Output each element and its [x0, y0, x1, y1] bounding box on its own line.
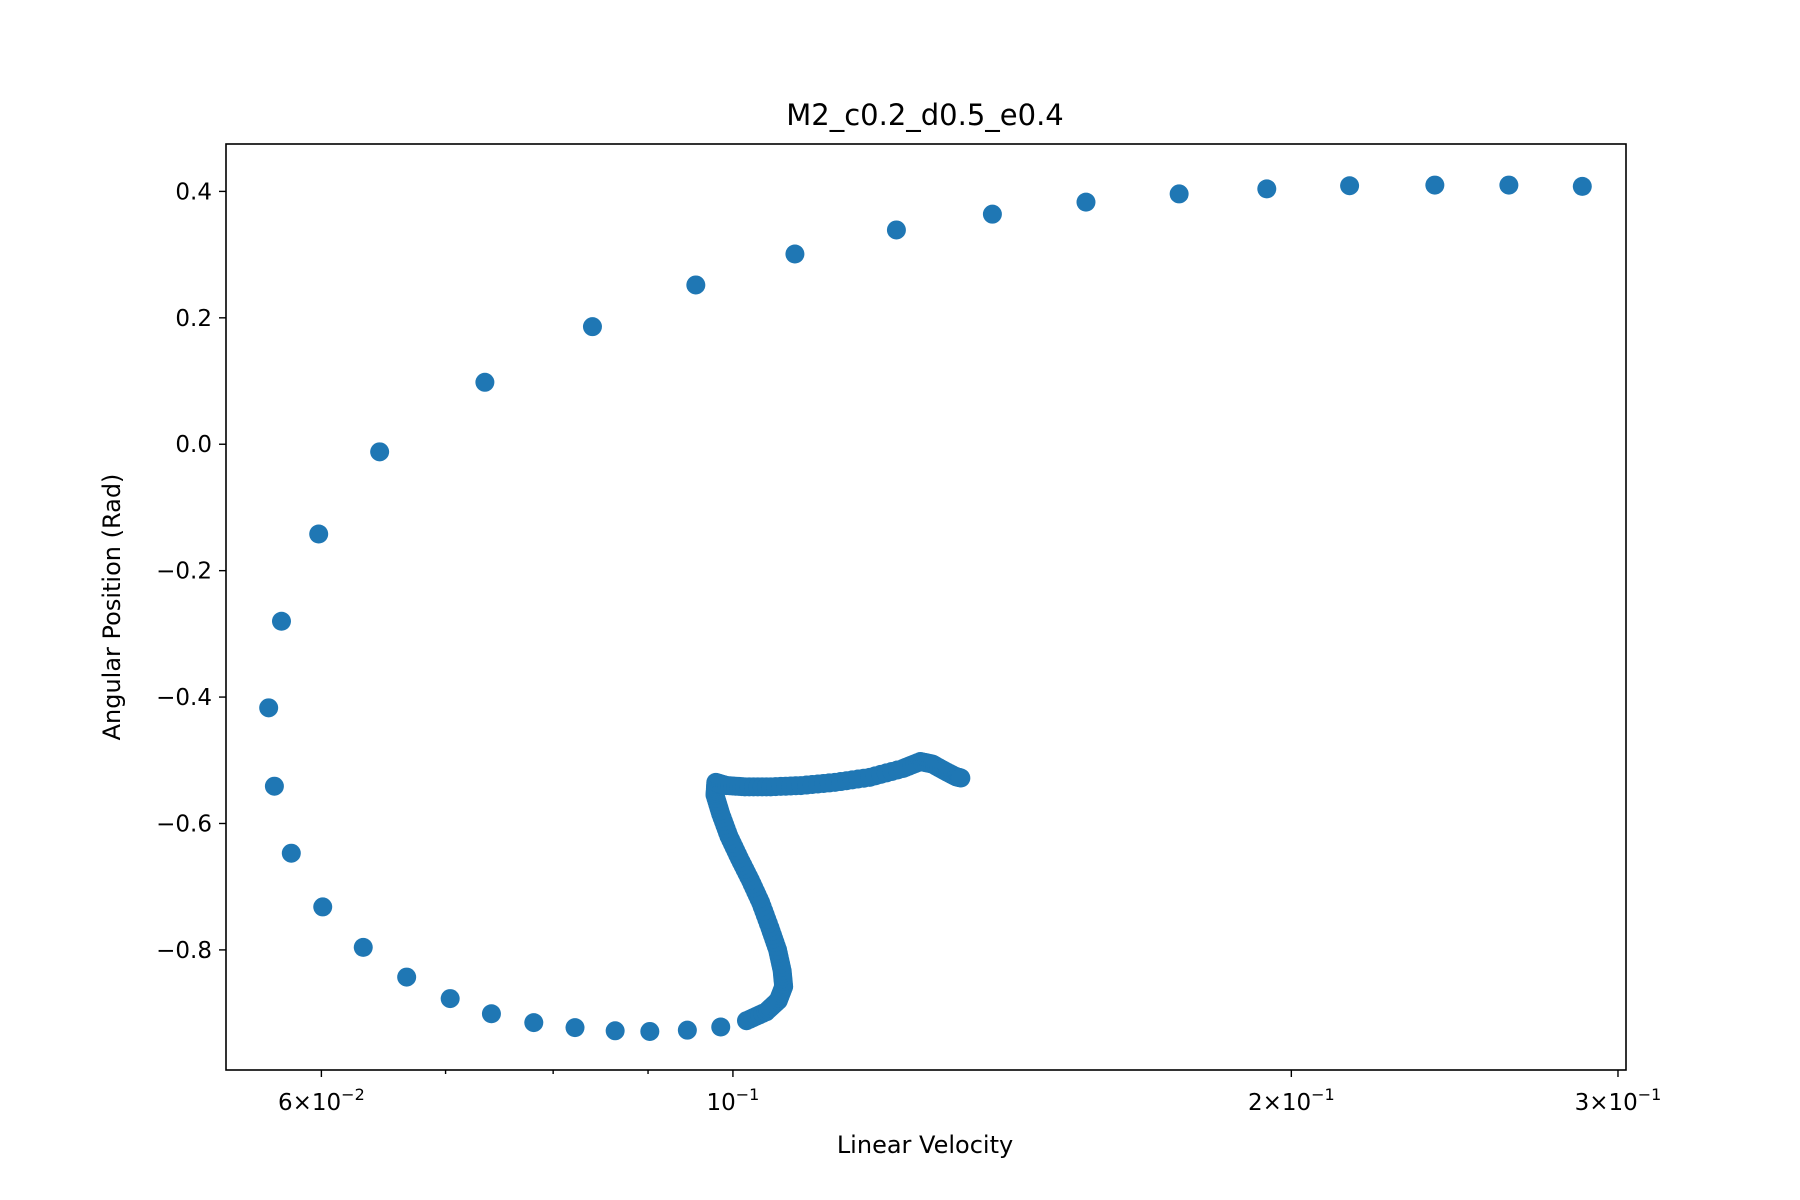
data-point	[1257, 179, 1277, 199]
data-point	[271, 611, 291, 631]
x-axis-label: Linear Velocity	[837, 1131, 1013, 1159]
data-point	[264, 776, 284, 796]
data-point	[313, 897, 333, 917]
data-point	[440, 989, 460, 1009]
data-point	[1340, 176, 1360, 196]
data-point	[982, 204, 1002, 224]
data-point	[1169, 184, 1189, 204]
data-point	[259, 698, 279, 718]
x-tick-label: 3×10−1	[1575, 1085, 1662, 1116]
data-point	[686, 275, 706, 295]
data-point	[481, 1004, 501, 1024]
data-point	[640, 1021, 660, 1041]
data-point	[1499, 175, 1519, 195]
data-point	[397, 967, 417, 987]
data-point	[582, 317, 602, 337]
axis-ticks: 0.4 0.2 0.0 −0.2 −0.4 −0.6 −0.8 6×10−2 10−1 2×10−…	[156, 179, 1661, 1116]
data-point	[605, 1021, 625, 1041]
data-point	[565, 1018, 585, 1038]
data-point	[370, 442, 390, 462]
x-tick-label: 6×10−2	[278, 1085, 365, 1116]
data-point	[309, 524, 329, 544]
y-tick-label: −0.6	[156, 811, 212, 837]
data-point	[281, 843, 301, 863]
data-point	[475, 372, 495, 392]
data-point	[785, 244, 805, 264]
data-point	[711, 1017, 731, 1037]
data-point	[886, 220, 906, 240]
data-point	[1425, 175, 1445, 195]
y-tick-label: −0.8	[156, 938, 212, 964]
chart-title: M2_c0.2_d0.5_e0.4	[786, 98, 1064, 132]
y-tick-label: 0.4	[175, 179, 212, 205]
x-tick-label: 2×10−1	[1248, 1085, 1335, 1116]
data-point	[1076, 192, 1096, 212]
y-tick-label: 0.0	[175, 432, 212, 458]
plot-frame	[225, 143, 1627, 1071]
data-point	[677, 1020, 697, 1040]
data-point	[951, 768, 971, 788]
y-tick-label: −0.2	[156, 559, 212, 585]
data-point	[353, 937, 373, 957]
y-tick-label: 0.2	[175, 306, 212, 332]
data-point	[524, 1013, 544, 1033]
y-tick-label: −0.4	[156, 685, 212, 711]
data-points	[259, 175, 1592, 1041]
x-tick-label: 10−1	[706, 1085, 759, 1116]
data-point	[1572, 176, 1592, 196]
y-axis-label: Angular Position (Rad)	[98, 474, 126, 741]
